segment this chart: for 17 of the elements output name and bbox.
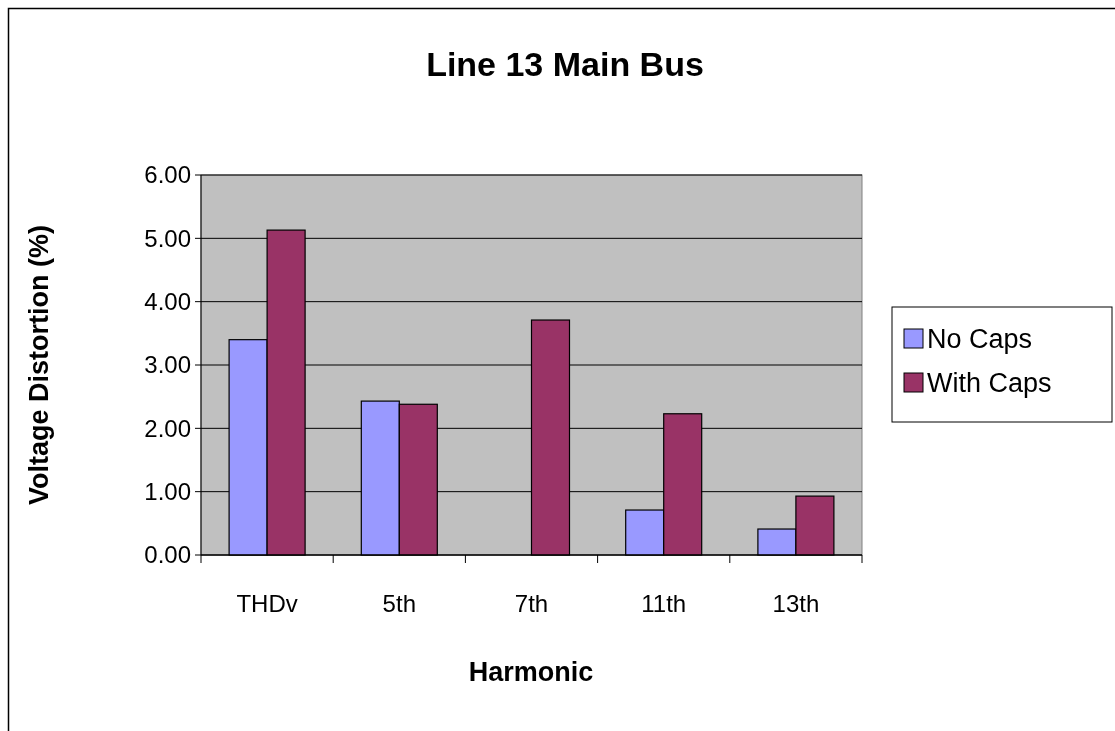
x-tick-label: 11th (641, 590, 687, 617)
legend-label: With Caps (927, 368, 1052, 399)
y-axis-title: Voltage Distortion (%) (24, 225, 54, 505)
y-tick-label: 6.00 (144, 161, 191, 189)
legend-label: No Caps (927, 324, 1033, 355)
chart-title: Line 13 Main Bus (426, 45, 704, 83)
x-tick-label: 13th (772, 590, 820, 617)
y-tick-label: 4.00 (144, 288, 191, 316)
y-tick-label: 0.00 (144, 541, 191, 569)
y-tick-label: 2.00 (144, 414, 191, 442)
x-tick-label: THDv (236, 590, 298, 617)
y-tick-label: 3.00 (144, 351, 191, 379)
y-tick-label: 1.00 (144, 478, 191, 506)
x-tick-label: 7th (514, 590, 549, 617)
x-axis-title: Harmonic (468, 657, 594, 687)
x-tick-label: 5th (382, 590, 416, 617)
y-tick-label: 5.00 (144, 224, 191, 252)
